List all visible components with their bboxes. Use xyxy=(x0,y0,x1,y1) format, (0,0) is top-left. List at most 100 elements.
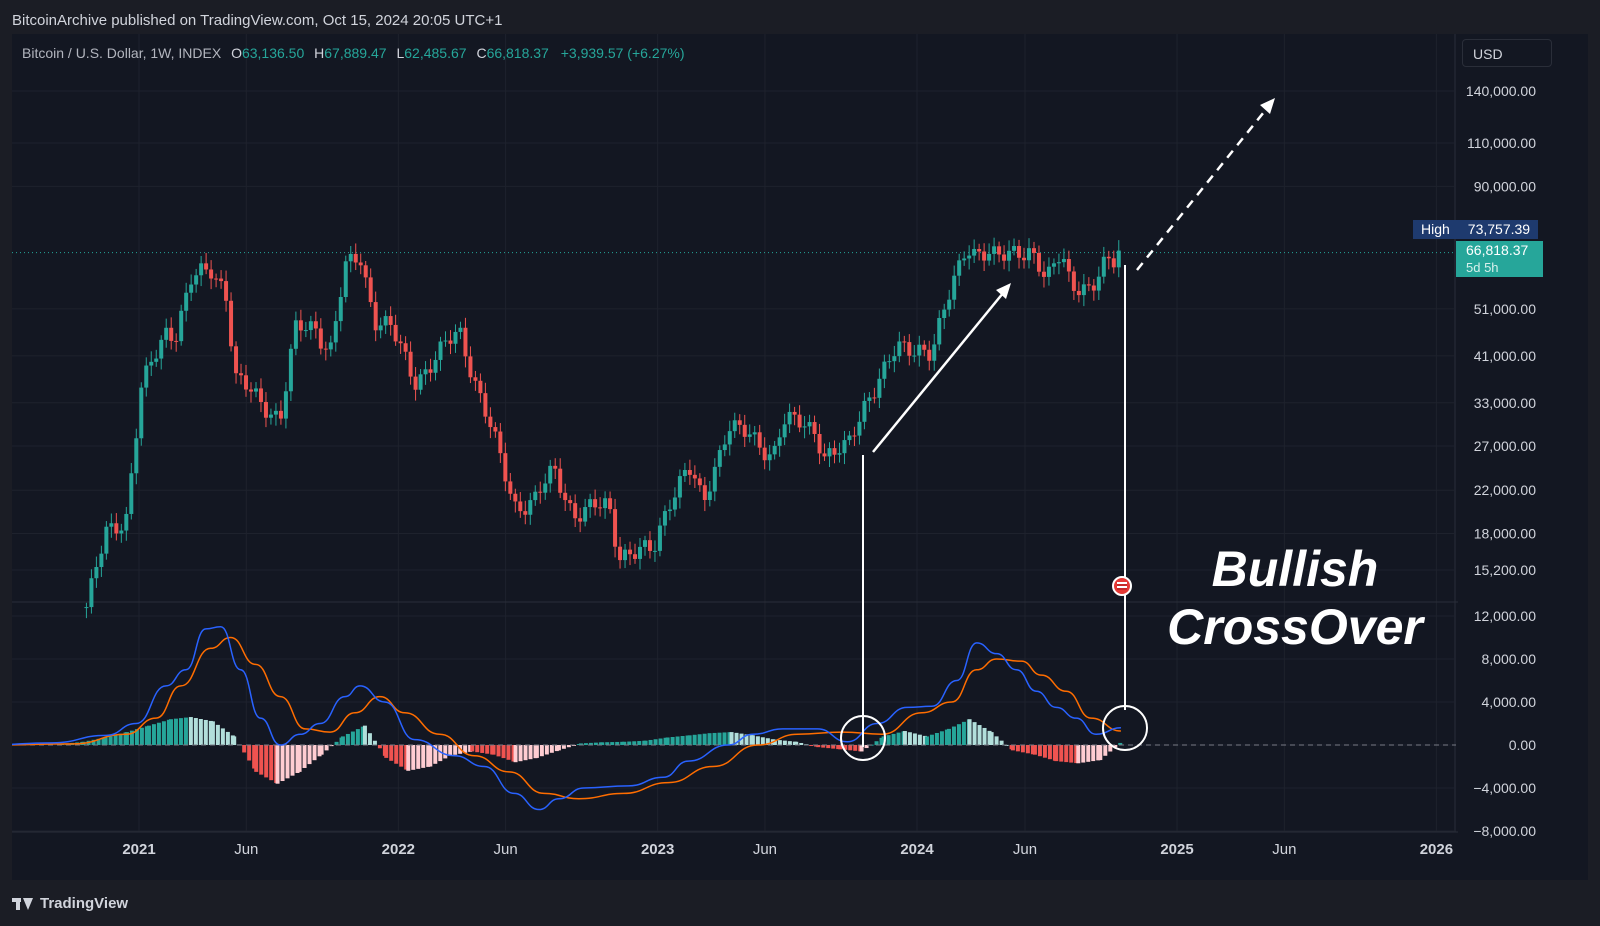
candle-body xyxy=(762,447,767,461)
candle xyxy=(94,556,99,588)
histogram-bar xyxy=(687,735,692,745)
candle-body xyxy=(348,253,353,262)
candle xyxy=(952,265,957,310)
histogram-bar xyxy=(426,745,431,767)
candle xyxy=(438,336,443,371)
histogram-bar xyxy=(874,741,879,745)
histogram-bar xyxy=(999,740,1004,745)
histogram-bar xyxy=(1118,742,1123,745)
histogram-bar xyxy=(772,739,777,745)
candle-body xyxy=(902,341,907,343)
candle-body xyxy=(478,380,483,394)
candle-body xyxy=(807,422,812,427)
histogram-bar xyxy=(717,732,722,745)
candle-body xyxy=(483,393,488,417)
candle xyxy=(682,462,687,482)
candle-body xyxy=(149,361,154,366)
candle xyxy=(727,420,732,456)
candle xyxy=(967,245,972,270)
histogram-bar xyxy=(496,745,501,757)
histogram-bar xyxy=(394,745,399,764)
price-macd-chart[interactable]: 140,000.00 110,000.00 90,000.00 51,000.00 41… xyxy=(12,34,1588,886)
histogram-bar xyxy=(534,745,539,758)
histogram-bar xyxy=(210,721,215,745)
candle-body xyxy=(857,421,862,436)
candle xyxy=(1002,245,1007,270)
candle-body xyxy=(109,523,114,527)
candle xyxy=(922,340,927,357)
candle xyxy=(827,442,832,468)
candle-body xyxy=(752,432,757,435)
candle xyxy=(897,331,902,363)
histogram-bar xyxy=(275,745,280,784)
candle-body xyxy=(338,296,343,322)
candle-body xyxy=(972,248,977,256)
histogram-bar xyxy=(280,745,285,782)
candle-body xyxy=(1086,284,1091,286)
candle xyxy=(89,569,94,614)
time-tick-label: 2026 xyxy=(1420,841,1453,858)
candle xyxy=(378,317,383,339)
histogram-bar xyxy=(896,732,901,745)
us-flag-event-icon[interactable] xyxy=(1112,576,1132,596)
candle xyxy=(583,498,588,527)
candle xyxy=(413,367,418,401)
macd-tick-label: −8,000.00 xyxy=(1473,823,1536,839)
histogram-bar xyxy=(124,732,129,745)
candle-body xyxy=(862,400,867,422)
candle-body xyxy=(244,375,249,390)
candle xyxy=(169,317,174,350)
histogram-bar xyxy=(727,732,732,745)
candle-body xyxy=(578,518,583,522)
currency-button[interactable]: USD xyxy=(1462,39,1552,67)
candle xyxy=(164,318,169,348)
candle-body xyxy=(119,530,124,534)
histogram-bar xyxy=(765,738,770,745)
candle xyxy=(802,416,807,439)
candle-body xyxy=(428,369,433,373)
histogram-bar xyxy=(188,717,193,745)
candle xyxy=(752,426,757,446)
candle-body xyxy=(742,424,747,437)
candle xyxy=(772,440,777,460)
candle-body xyxy=(358,262,363,266)
candle xyxy=(737,414,742,435)
candle-body xyxy=(318,328,323,349)
candle-body xyxy=(767,454,772,461)
histogram-bar xyxy=(836,745,841,750)
macd-tick-label: 8,000.00 xyxy=(1482,651,1537,667)
candle xyxy=(388,306,393,336)
tradingview-logo[interactable]: TradingView xyxy=(12,895,128,912)
candle-body xyxy=(204,263,209,270)
histogram-bar xyxy=(1091,745,1096,762)
histogram-bar xyxy=(523,745,528,761)
candle-body xyxy=(1017,246,1022,258)
time-tick-label: Jun xyxy=(753,841,777,858)
candle xyxy=(972,239,977,264)
histogram-bar xyxy=(809,745,814,746)
histogram-bar xyxy=(697,734,702,745)
chart-area[interactable]: 140,000.00 110,000.00 90,000.00 51,000.00 41… xyxy=(12,34,1588,886)
candle-body xyxy=(568,500,573,504)
histogram-bar xyxy=(934,732,939,745)
arrowhead xyxy=(1260,98,1275,114)
candle xyxy=(912,345,917,363)
histogram-bar xyxy=(220,728,225,745)
histogram-bar xyxy=(615,741,620,745)
candle-body xyxy=(209,269,214,279)
histogram-bar xyxy=(632,741,637,745)
symbol-legend: Bitcoin / U.S. Dollar, 1W, INDEX O63,136… xyxy=(22,45,685,61)
time-tick-label: Jun xyxy=(1013,841,1037,858)
candle xyxy=(318,318,323,355)
candle xyxy=(428,358,433,382)
candle-body xyxy=(687,469,692,475)
histogram-bar xyxy=(448,745,453,756)
candle-body xyxy=(827,448,832,457)
histogram-bar xyxy=(103,737,108,745)
candle-body xyxy=(129,473,134,514)
candle-body xyxy=(363,265,368,278)
candle xyxy=(1111,250,1116,274)
histogram-bar xyxy=(254,745,259,772)
candle xyxy=(877,368,882,409)
candle-body xyxy=(308,321,313,331)
